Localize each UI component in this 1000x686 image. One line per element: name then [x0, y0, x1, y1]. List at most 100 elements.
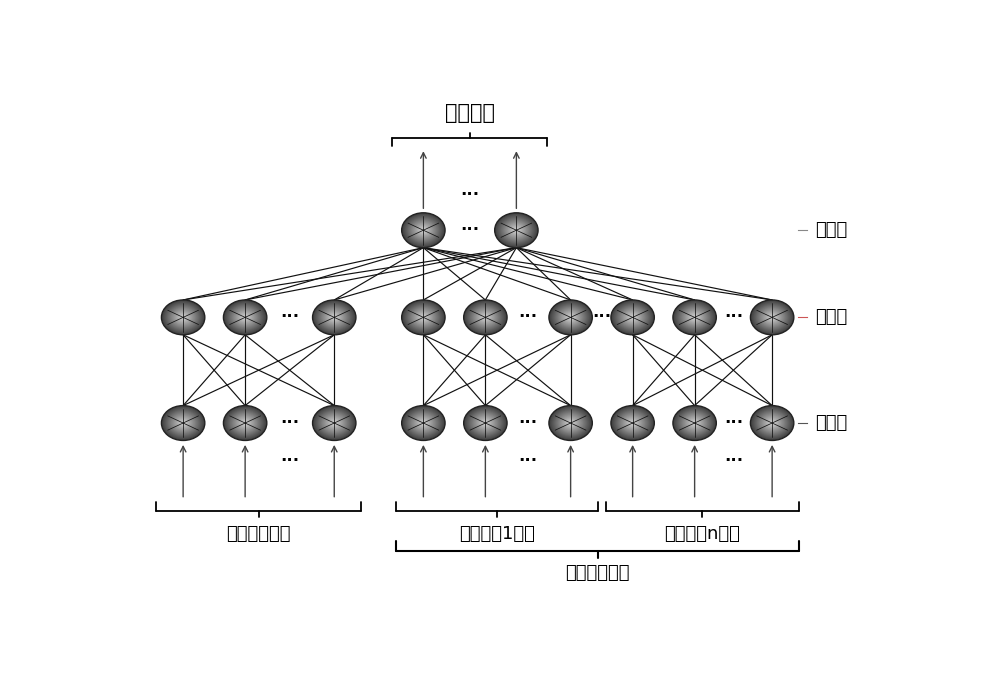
Ellipse shape [413, 222, 434, 239]
Ellipse shape [674, 407, 715, 440]
Ellipse shape [557, 412, 585, 434]
Ellipse shape [164, 302, 203, 333]
Ellipse shape [177, 418, 190, 428]
Ellipse shape [570, 422, 572, 424]
Ellipse shape [768, 420, 776, 427]
Ellipse shape [511, 226, 522, 235]
Ellipse shape [615, 303, 650, 331]
Ellipse shape [566, 420, 575, 427]
Ellipse shape [236, 416, 254, 430]
Ellipse shape [621, 308, 645, 327]
Ellipse shape [177, 312, 190, 322]
Ellipse shape [233, 414, 257, 433]
Ellipse shape [630, 316, 635, 319]
Ellipse shape [763, 416, 781, 430]
Ellipse shape [467, 408, 504, 438]
Ellipse shape [622, 414, 643, 431]
Ellipse shape [331, 421, 338, 425]
Ellipse shape [690, 314, 699, 321]
Ellipse shape [408, 411, 439, 435]
Ellipse shape [419, 314, 428, 321]
Ellipse shape [415, 310, 432, 324]
Ellipse shape [752, 407, 793, 440]
Ellipse shape [327, 311, 342, 324]
Ellipse shape [163, 407, 204, 440]
Ellipse shape [406, 409, 441, 437]
Ellipse shape [326, 310, 343, 324]
Ellipse shape [566, 314, 575, 321]
Ellipse shape [317, 409, 352, 437]
Ellipse shape [611, 300, 654, 335]
Ellipse shape [550, 301, 591, 334]
Ellipse shape [405, 408, 442, 438]
Ellipse shape [557, 306, 585, 329]
Text: ···: ··· [460, 221, 479, 239]
Ellipse shape [482, 315, 489, 320]
Ellipse shape [770, 316, 774, 319]
Ellipse shape [761, 309, 783, 326]
Ellipse shape [483, 316, 488, 319]
Ellipse shape [756, 305, 788, 331]
Ellipse shape [676, 303, 713, 332]
Ellipse shape [499, 216, 534, 244]
Ellipse shape [759, 412, 785, 434]
Ellipse shape [472, 412, 498, 434]
Ellipse shape [752, 301, 793, 334]
Text: ···: ··· [460, 186, 479, 204]
Ellipse shape [411, 221, 435, 240]
Ellipse shape [171, 308, 195, 327]
Ellipse shape [760, 414, 784, 433]
Ellipse shape [472, 307, 498, 328]
Ellipse shape [552, 408, 589, 438]
Ellipse shape [479, 418, 492, 428]
Ellipse shape [691, 315, 698, 320]
Ellipse shape [182, 422, 184, 424]
Ellipse shape [166, 409, 200, 437]
Ellipse shape [415, 223, 432, 237]
Ellipse shape [326, 416, 343, 430]
Ellipse shape [555, 305, 586, 329]
Ellipse shape [406, 303, 441, 331]
Ellipse shape [626, 312, 639, 322]
Ellipse shape [163, 301, 204, 334]
Ellipse shape [471, 306, 499, 329]
Ellipse shape [687, 417, 702, 429]
Ellipse shape [688, 418, 701, 428]
Ellipse shape [170, 412, 196, 434]
Ellipse shape [558, 412, 584, 434]
Ellipse shape [615, 409, 650, 437]
Ellipse shape [677, 303, 712, 331]
Ellipse shape [757, 411, 787, 435]
Ellipse shape [568, 316, 573, 319]
Ellipse shape [612, 301, 653, 334]
Ellipse shape [755, 409, 789, 437]
Ellipse shape [419, 420, 428, 427]
Ellipse shape [416, 224, 431, 236]
Ellipse shape [226, 407, 265, 439]
Ellipse shape [409, 306, 437, 329]
Ellipse shape [765, 417, 780, 429]
Ellipse shape [766, 418, 779, 428]
Ellipse shape [467, 303, 504, 332]
Ellipse shape [632, 422, 634, 424]
Ellipse shape [771, 316, 773, 318]
Ellipse shape [314, 301, 355, 334]
Ellipse shape [626, 418, 639, 428]
Ellipse shape [567, 315, 574, 320]
Ellipse shape [484, 316, 486, 318]
Ellipse shape [627, 313, 638, 322]
Ellipse shape [677, 409, 712, 437]
Ellipse shape [330, 420, 339, 427]
Ellipse shape [244, 316, 246, 318]
Ellipse shape [568, 421, 573, 425]
Ellipse shape [623, 415, 642, 431]
Ellipse shape [762, 415, 782, 431]
Ellipse shape [240, 313, 251, 322]
Ellipse shape [470, 305, 501, 329]
Ellipse shape [692, 421, 697, 425]
Ellipse shape [243, 316, 247, 319]
Ellipse shape [619, 306, 647, 329]
Ellipse shape [410, 220, 436, 241]
Ellipse shape [225, 301, 266, 334]
Ellipse shape [317, 303, 352, 331]
